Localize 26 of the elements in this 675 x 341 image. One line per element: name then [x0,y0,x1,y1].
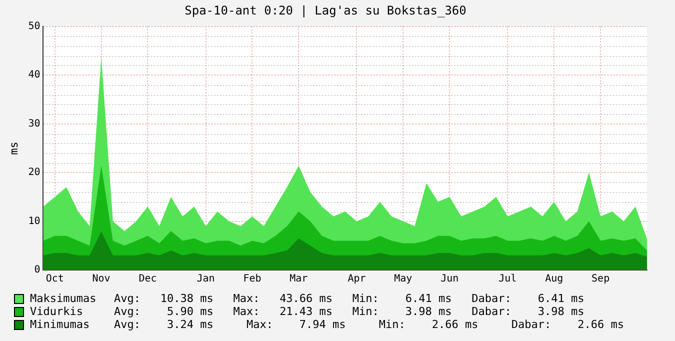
x-tick-label: Dec [138,274,157,285]
x-tick-label: Aug [545,274,564,285]
x-tick-label: Sep [592,274,610,285]
y-tick-label: 40 [28,70,40,81]
y-axis-title: ms [7,142,20,155]
y-tick-label: 10 [28,216,40,227]
x-tick-label: Apr [348,274,366,285]
x-tick-label: Jan [196,274,215,285]
legend-label: Maksimumas [30,292,98,305]
y-tick-label: 20 [28,167,40,178]
text: Avg: 10.38 ms Max: 43.66 ms Min: 6.41 ms Dabar: 6.41 ms [114,292,584,305]
text: Avg: 5.90 ms Max: 21.43 ms Min: 3.98 ms Dabar: 3.98 ms [114,305,584,318]
x-tick-label: Feb [243,274,262,285]
y-tick-label: 0 [34,264,40,276]
x-tick-label: May [394,274,412,285]
x-tick-label: Jul [498,274,517,285]
text: Avg: 3.24 ms Max: 7.94 ms Min: 2.66 ms Dabar: 2.66 ms [114,318,624,331]
chart-title: Spa-10-ant 0:20 | Lag'as su Bokstas_360 [184,3,466,18]
y-tick-label: 30 [28,118,40,130]
legend-label: Vidurkis [30,305,84,318]
x-tick-label: Jun [440,274,459,285]
x-tick-label: Mar [290,274,308,285]
legend-label: Minimumas [30,318,91,331]
x-tick-label: Oct [46,274,64,285]
y-tick-label: 50 [28,20,40,32]
x-tick-label: Nov [92,274,110,285]
